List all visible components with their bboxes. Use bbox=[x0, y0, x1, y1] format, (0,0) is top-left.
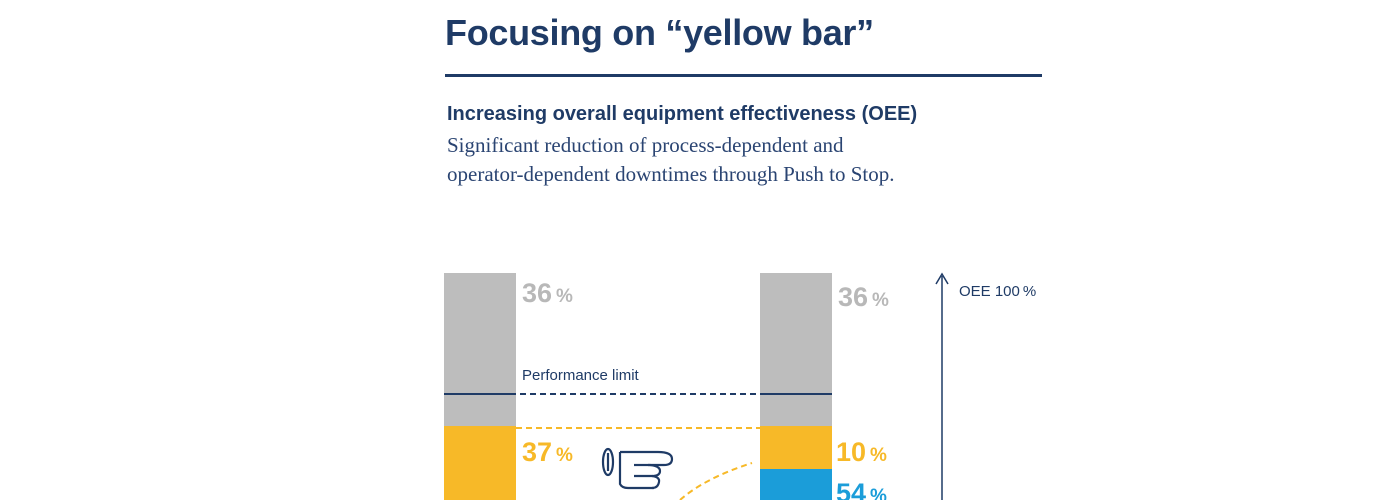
label-left-yellow-value: 37 bbox=[522, 437, 552, 467]
label-right-grey-symbol: % bbox=[872, 290, 889, 311]
label-left-grey: 36% bbox=[522, 278, 573, 308]
reduction-arrow-curve bbox=[679, 462, 753, 500]
label-right-yellow-value: 10 bbox=[836, 437, 866, 467]
page-title: Focusing on “yellow bar” bbox=[445, 12, 874, 53]
label-right-yellow: 10% bbox=[836, 437, 887, 467]
description: Significant reduction of process-depende… bbox=[447, 131, 1047, 189]
description-line-2: operator-dependent downtimes through Pus… bbox=[447, 162, 895, 186]
label-right-blue: 54% bbox=[836, 478, 887, 500]
label-right-blue-value: 54 bbox=[836, 478, 866, 500]
bar-left-grey bbox=[444, 273, 516, 426]
label-left-grey-value: 36 bbox=[522, 278, 552, 308]
bar-right-grey bbox=[760, 273, 832, 426]
pointing-hand-icon bbox=[601, 447, 674, 490]
label-right-grey-value: 36 bbox=[838, 282, 868, 312]
label-right-grey: 36% bbox=[838, 282, 889, 312]
oee-axis-label: OEE 100 % bbox=[959, 283, 1036, 300]
description-line-1: Significant reduction of process-depende… bbox=[447, 133, 844, 157]
subheading: Increasing overall equipment effectivene… bbox=[447, 103, 918, 125]
label-left-grey-symbol: % bbox=[556, 286, 573, 307]
label-right-blue-symbol: % bbox=[870, 486, 887, 500]
label-right-yellow-symbol: % bbox=[870, 445, 887, 466]
bar-right-blue bbox=[760, 469, 832, 500]
label-left-yellow-symbol: % bbox=[556, 445, 573, 466]
title-underline bbox=[445, 74, 1042, 77]
bar-right-yellow bbox=[760, 426, 832, 469]
bar-left-yellow bbox=[444, 426, 516, 500]
performance-limit-label: Performance limit bbox=[522, 367, 640, 384]
label-left-yellow: 37% bbox=[522, 437, 573, 467]
oee-axis-arrowhead bbox=[935, 272, 949, 285]
